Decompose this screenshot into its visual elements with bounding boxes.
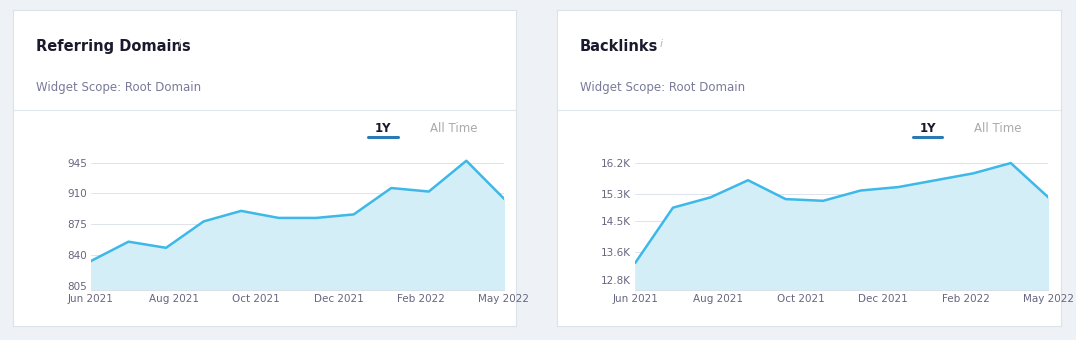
Text: 1Y: 1Y (374, 122, 392, 135)
Text: i: i (178, 39, 181, 49)
Text: Referring Domains: Referring Domains (36, 39, 190, 54)
Text: All Time: All Time (974, 122, 1022, 135)
Text: 1Y: 1Y (919, 122, 936, 135)
Text: Widget Scope: Root Domain: Widget Scope: Root Domain (580, 81, 746, 94)
Text: Backlinks: Backlinks (580, 39, 659, 54)
Text: i: i (660, 39, 663, 49)
Text: Widget Scope: Root Domain: Widget Scope: Root Domain (36, 81, 201, 94)
Text: All Time: All Time (429, 122, 478, 135)
